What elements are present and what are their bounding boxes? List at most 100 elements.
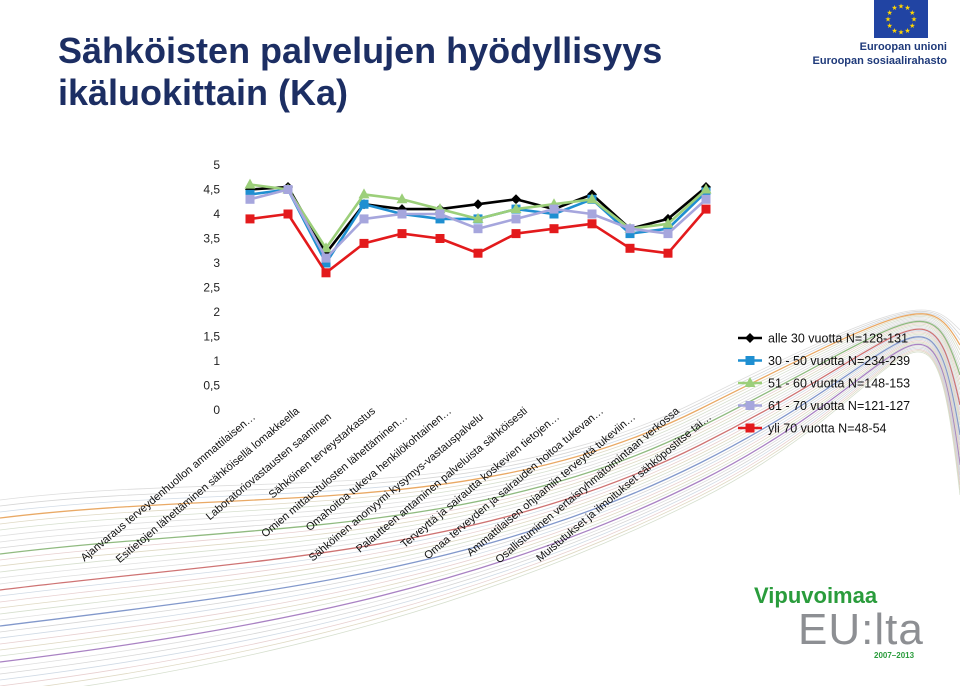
- data-point-marker: [473, 248, 483, 258]
- y-tick-label: 1: [213, 354, 220, 368]
- eu-star-icon: ★: [898, 3, 904, 11]
- data-point-marker: [549, 209, 559, 219]
- background-curve: [0, 340, 960, 645]
- data-point-marker: [549, 224, 559, 234]
- data-point-marker: [245, 214, 255, 224]
- background-curve: [0, 324, 960, 573]
- legend-label: 30 - 50 vuotta N=234-239: [768, 354, 910, 368]
- y-tick-label: 0,5: [203, 379, 220, 393]
- background-curve: [0, 342, 960, 657]
- y-tick-label: 5: [213, 158, 220, 172]
- eu-star-icon: ★: [904, 4, 910, 12]
- background-curve: [0, 329, 960, 597]
- data-point-marker: [359, 238, 369, 248]
- data-point-marker: [745, 356, 755, 365]
- data-point-marker: [321, 253, 331, 263]
- background-curve: [0, 337, 960, 633]
- title-line-2: ikäluokittain (Ka): [58, 72, 349, 113]
- eu-star-icon: ★: [885, 16, 891, 24]
- legend-label: yli 70 vuotta N=48-54: [768, 422, 887, 436]
- y-tick-label: 2,5: [203, 281, 220, 295]
- chart-series: [244, 178, 712, 278]
- legend-item: 61 - 70 vuotta N=121-127: [738, 399, 910, 413]
- x-tick-label: Sähköinen anonyymi kysymys-vastauspalvel…: [307, 411, 486, 564]
- title-line-1: Sähköisten palvelujen hyödyllisyys: [58, 30, 663, 71]
- eu-star-icon: ★: [909, 9, 915, 17]
- background-curve: [0, 349, 960, 686]
- eu-star-icon: ★: [887, 9, 893, 17]
- legend-item: 51 - 60 vuotta N=148-153: [738, 377, 910, 391]
- x-tick-label: Ajanvaraus terveydenhuollon ammattilaise…: [79, 411, 258, 564]
- background-curve: [0, 331, 960, 603]
- legend-item: alle 30 vuotta N=128-131: [738, 332, 908, 346]
- background-curve: [0, 327, 960, 585]
- legend-label: alle 30 vuotta N=128-131: [768, 332, 908, 346]
- data-point-marker: [625, 229, 635, 239]
- y-tick-label: 4: [213, 207, 220, 221]
- data-point-marker: [700, 183, 712, 194]
- data-point-marker: [663, 248, 673, 258]
- y-axis: 0 0,5 1 1,5 2 2,5 3 3,5 4 4,5 5: [203, 158, 220, 417]
- background-curve: [0, 333, 960, 615]
- eu-star-icon: ★: [887, 22, 893, 30]
- vipuvoimaa-eulta-logo: Vipuvoimaa EU:lta 2007–2013: [750, 583, 955, 663]
- background-curve: [0, 323, 960, 567]
- data-point-marker: [320, 242, 332, 253]
- logo-line-3: 2007–2013: [874, 651, 915, 660]
- legend-item: yli 70 vuotta N=48-54: [738, 422, 887, 436]
- data-point-marker: [359, 214, 369, 224]
- y-tick-label: 3,5: [203, 232, 220, 246]
- background-curve: [0, 346, 960, 675]
- data-point-marker: [472, 212, 484, 223]
- data-point-marker: [663, 224, 673, 234]
- eu-star-icon: ★: [911, 16, 917, 24]
- eu-star-icon: ★: [898, 29, 904, 37]
- data-point-marker: [701, 194, 711, 204]
- legend-label: 51 - 60 vuotta N=148-153: [768, 377, 910, 391]
- background-curve: [0, 310, 960, 507]
- data-point-marker: [435, 209, 445, 219]
- data-point-marker: [283, 185, 293, 194]
- background-curve: [0, 332, 960, 609]
- data-point-marker: [321, 258, 331, 268]
- background-curve: [42, 350, 960, 686]
- data-point-marker: [244, 178, 256, 189]
- data-point-marker: [359, 199, 369, 209]
- eu-star-icon: ★: [904, 27, 910, 35]
- data-point-marker: [397, 229, 407, 239]
- eu-logo: ★ ★ ★ ★ ★ ★ ★ ★ ★ ★ ★ ★ Euroopan unioni Euroopan so…: [808, 0, 953, 70]
- background-curve: [0, 338, 960, 639]
- data-point-marker: [625, 243, 635, 253]
- data-point-marker: [435, 234, 445, 243]
- eu-star-icon: ★: [891, 4, 897, 12]
- background-curve: [0, 345, 960, 669]
- chart-legend: alle 30 vuotta N=128-131 30 - 50 vuotta N…: [738, 332, 910, 436]
- data-point-marker: [511, 194, 521, 205]
- background-curve: [0, 326, 960, 579]
- background-curve: [0, 322, 960, 561]
- data-point-marker: [745, 401, 755, 410]
- data-point-marker: [283, 209, 293, 219]
- x-axis-labels: Ajanvaraus terveydenhuollon ammattilaise…: [79, 405, 714, 566]
- data-point-marker: [587, 219, 597, 229]
- background-curve: [83, 351, 960, 686]
- background-curve: [0, 320, 960, 555]
- page-title: Sähköisten palvelujen hyödyllisyys ikälu…: [58, 30, 662, 114]
- background-curve: [0, 318, 960, 543]
- background-curve: [0, 347, 960, 681]
- background-curve: [0, 309, 960, 501]
- background-curve: [0, 312, 960, 513]
- y-tick-label: 0: [213, 403, 220, 417]
- data-point-marker: [510, 203, 522, 214]
- eu-star-icon: ★: [891, 27, 897, 35]
- eu-star-icon: ★: [909, 22, 915, 30]
- data-point-marker: [663, 229, 673, 239]
- data-point-marker: [358, 188, 370, 199]
- data-point-marker: [745, 333, 755, 343]
- data-point-marker: [549, 204, 559, 214]
- data-point-marker: [511, 214, 521, 224]
- logo-line-2: EU:lta: [798, 605, 924, 654]
- data-point-marker: [473, 199, 483, 210]
